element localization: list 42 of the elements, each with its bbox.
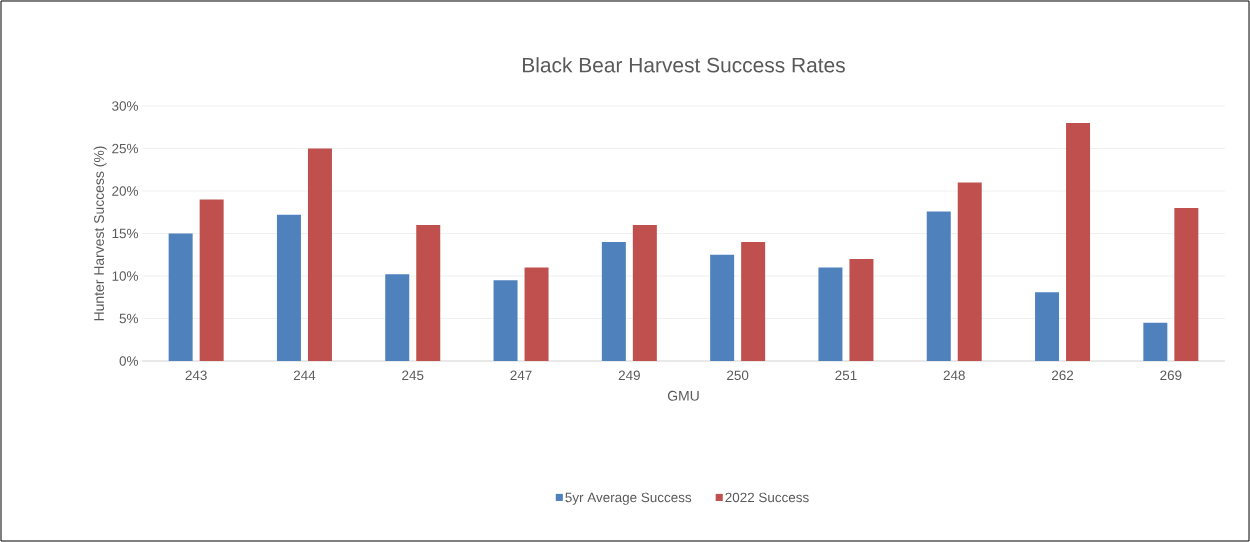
x-tick-label: 248 [943,370,965,381]
bar [493,280,518,361]
bar [849,259,874,361]
bar [1174,208,1199,361]
y-tick-label: 5% [119,313,138,324]
bar [601,242,626,361]
x-tick-label: 247 [510,370,532,380]
y-axis-title: Hunter Harvest Success (%) [93,146,107,321]
x-tick-label: 245 [402,370,424,381]
bar [926,211,951,361]
x-axis-title: GMU [667,390,699,401]
legend-label: 2022 Success [725,492,809,503]
y-tick-label: 25% [112,143,138,154]
x-tick-label: 243 [185,370,207,381]
bar [385,274,410,361]
bar [741,242,766,361]
bar [199,199,224,361]
bar [710,254,735,361]
y-tick-label: 0% [119,356,138,366]
x-tick-label: 262 [1051,370,1074,381]
bar [632,225,657,361]
x-tick-label: 250 [727,370,749,381]
bar [1066,123,1091,361]
bar [168,233,193,361]
bar [1035,292,1060,361]
bar [416,225,441,361]
x-tick-label: 249 [618,370,640,381]
bar [524,267,549,361]
chart-title: Black Bear Harvest Success Rates [523,57,845,73]
bar [818,267,843,361]
bar [276,214,301,361]
y-tick-label: 10% [112,271,138,281]
y-tick-label: 15% [112,228,138,239]
x-tick-label: 269 [1160,370,1182,381]
y-tick-label: 20% [112,186,138,196]
y-tick-label: 30% [112,101,138,111]
legend-label: 5yr Average Success [565,492,692,505]
x-tick-label: 244 [293,370,316,380]
x-tick-label: 251 [835,370,857,381]
bar [1143,322,1168,361]
bar [307,148,332,361]
bar [957,182,982,361]
